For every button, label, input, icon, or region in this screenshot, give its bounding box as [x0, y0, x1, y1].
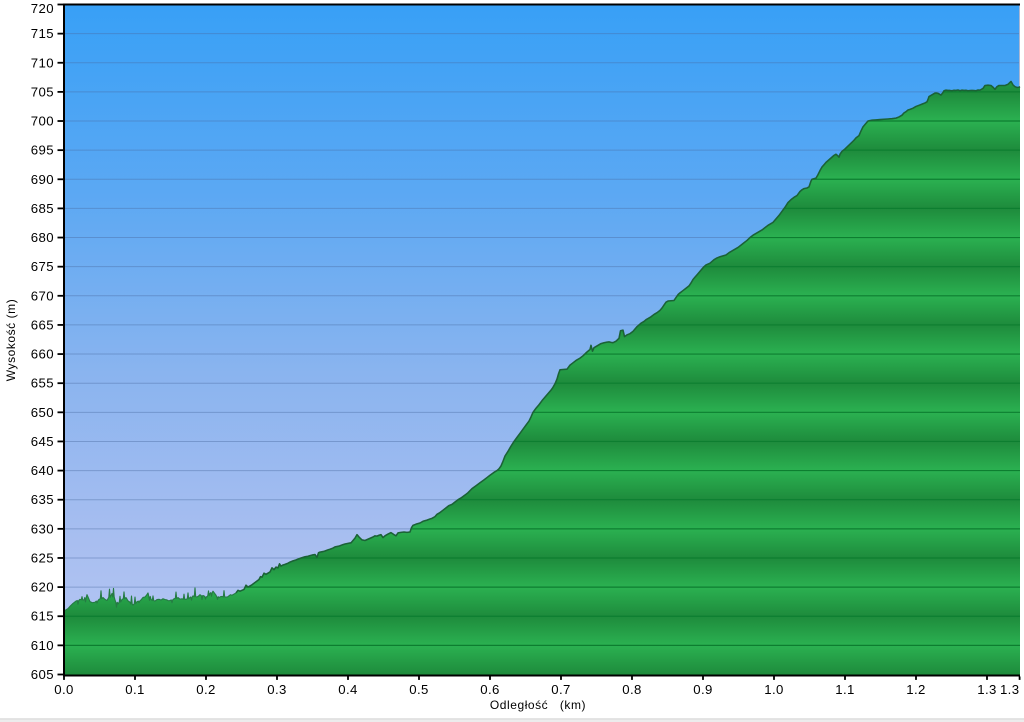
- svg-text:625: 625: [31, 550, 54, 565]
- svg-text:0.1: 0.1: [125, 682, 145, 697]
- svg-text:0.7: 0.7: [551, 682, 571, 697]
- svg-text:630: 630: [31, 521, 54, 536]
- svg-text:0.2: 0.2: [196, 682, 216, 697]
- svg-text:710: 710: [31, 55, 54, 70]
- svg-text:0.9: 0.9: [693, 682, 713, 697]
- svg-text:615: 615: [31, 609, 54, 624]
- svg-text:620: 620: [31, 580, 54, 595]
- svg-text:0.5: 0.5: [409, 682, 429, 697]
- svg-text:1.3: 1.3: [1000, 682, 1020, 697]
- svg-text:690: 690: [31, 172, 54, 187]
- svg-text:665: 665: [31, 317, 54, 332]
- svg-text:670: 670: [31, 288, 54, 303]
- svg-text:610: 610: [31, 638, 54, 653]
- svg-text:1.1: 1.1: [835, 682, 855, 697]
- svg-text:660: 660: [31, 347, 54, 362]
- svg-text:685: 685: [31, 201, 54, 216]
- svg-text:695: 695: [31, 143, 54, 158]
- svg-text:655: 655: [31, 376, 54, 391]
- svg-text:705: 705: [31, 84, 54, 99]
- svg-text:635: 635: [31, 492, 54, 507]
- svg-text:605: 605: [31, 667, 54, 682]
- svg-text:675: 675: [31, 259, 54, 274]
- svg-text:0.6: 0.6: [480, 682, 500, 697]
- svg-text:700: 700: [31, 114, 54, 129]
- svg-text:715: 715: [31, 26, 54, 41]
- svg-text:1.3: 1.3: [977, 682, 997, 697]
- svg-text:0.8: 0.8: [622, 682, 642, 697]
- svg-text:1.2: 1.2: [906, 682, 926, 697]
- svg-text:640: 640: [31, 463, 54, 478]
- svg-text:680: 680: [31, 230, 54, 245]
- svg-text:Wysokość (m): Wysokość (m): [4, 299, 18, 382]
- svg-text:650: 650: [31, 405, 54, 420]
- svg-text:1.0: 1.0: [764, 682, 784, 697]
- svg-text:720: 720: [31, 1, 54, 16]
- svg-text:Odległość (km): Odległość (km): [490, 698, 586, 712]
- svg-text:645: 645: [31, 434, 54, 449]
- svg-text:0.4: 0.4: [338, 682, 358, 697]
- svg-text:0.0: 0.0: [54, 682, 74, 697]
- svg-text:0.3: 0.3: [267, 682, 287, 697]
